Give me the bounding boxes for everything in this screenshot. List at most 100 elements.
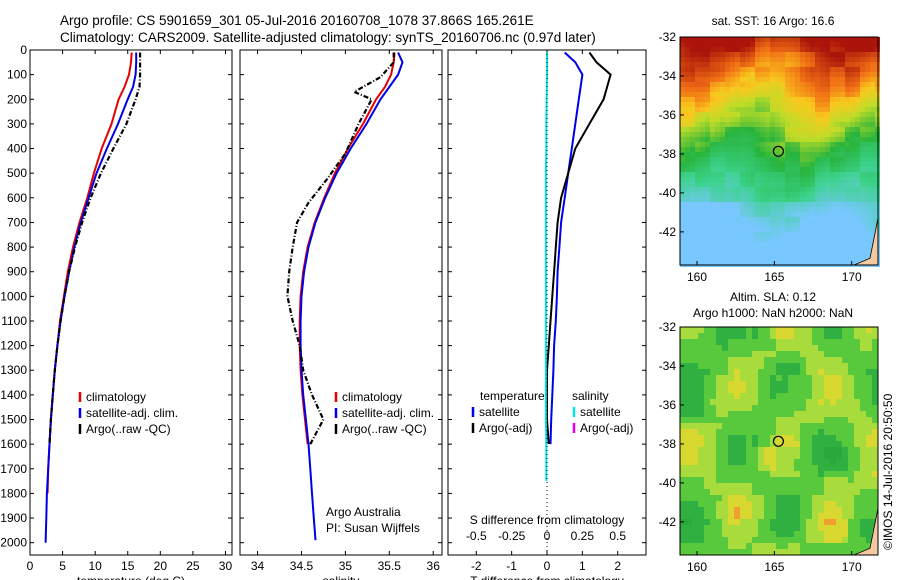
y-tick-label: 1100 xyxy=(1,314,27,328)
x-tick-label: -1 xyxy=(506,559,517,573)
map-y-tick-label: -38 xyxy=(659,437,677,451)
panel-differences: -2 -1 0 1 2T difference from climatology S di… xyxy=(447,49,647,580)
map-y-tick-label: -42 xyxy=(659,515,677,529)
legend-entry: satellite-adj. clim. xyxy=(342,406,434,420)
x-tick-label: 10 xyxy=(88,559,102,573)
series-line-2 xyxy=(544,52,548,482)
y-tick-label: 900 xyxy=(7,265,27,279)
legend-entry: Argo(..raw -QC) xyxy=(342,422,427,436)
panel-salinity: 34 34.5 35 35.5 36 salinity climatology satelli… xyxy=(239,49,443,580)
x-axis-label: T difference from climatology xyxy=(470,574,624,580)
map-frame xyxy=(679,326,879,556)
map-field xyxy=(680,327,878,555)
map-x-tick-label: 160 xyxy=(687,560,707,574)
map-subtitle: Argo h1000: NaN h2000: NaN xyxy=(693,306,853,320)
y-tick-label: 0 xyxy=(20,43,27,57)
legend-entry: Argo(..raw -QC) xyxy=(86,422,171,436)
map-title: sat. SST: 16 Argo: 16.6 xyxy=(712,14,835,28)
profile-location-marker xyxy=(772,145,784,157)
x-tick-label: 0 xyxy=(544,559,551,573)
legend-entry: Argo(-adj) xyxy=(580,421,633,435)
map-frame xyxy=(679,36,879,266)
map-y-tick-label: -32 xyxy=(659,30,677,44)
x-tick-label: 2 xyxy=(614,559,621,573)
x-tick-label: 36 xyxy=(427,559,441,573)
y-tick-label: 1700 xyxy=(0,462,27,476)
map-y-tick-label: -42 xyxy=(659,225,677,239)
y-tick-label: 1800 xyxy=(0,486,27,500)
map-sla: 160 165 170 -32 -34 -36 -38 -40 -42 Altim. SLA: 0… xyxy=(659,290,879,574)
series-line-1 xyxy=(44,52,138,543)
credit-line-1: Argo Australia xyxy=(326,505,401,519)
x-tick-label: 34 xyxy=(251,559,265,573)
series-line-1 xyxy=(546,51,612,445)
series-line-1 xyxy=(299,52,404,541)
legend-salinity-title: salinity xyxy=(572,389,609,403)
y-tick-label: 200 xyxy=(7,92,27,106)
map-field xyxy=(680,37,880,267)
map-x-tick-label: 165 xyxy=(764,560,784,574)
y-tick-label: 2000 xyxy=(0,536,27,550)
x-tick-label: 5 xyxy=(59,559,66,573)
figure-title-line1: Argo profile: CS 5901659_301 05-Jul-2016… xyxy=(60,13,534,28)
y-tick-label: 1000 xyxy=(0,289,27,303)
map-y-tick-label: -40 xyxy=(659,476,677,490)
plot-frame xyxy=(29,49,233,556)
map-x-tick-label: 160 xyxy=(687,270,707,284)
y-tick-label: 1500 xyxy=(0,413,27,427)
x-tick-label: 35.5 xyxy=(378,559,402,573)
figure-title-line2: Climatology: CARS2009. Satellite-adjuste… xyxy=(60,30,596,45)
y-tick-label: 800 xyxy=(7,240,27,254)
legend-entry: Argo(-adj) xyxy=(479,421,532,435)
x-tick-label: 30 xyxy=(219,559,233,573)
y-tick-label: 300 xyxy=(7,117,27,131)
s-tick-label: 0.25 xyxy=(571,529,595,543)
map-y-tick-label: -36 xyxy=(659,398,677,412)
s-tick-label: -0.5 xyxy=(466,529,487,543)
y-tick-label: 1400 xyxy=(0,388,27,402)
map-y-tick-label: -34 xyxy=(659,69,677,83)
panel-temperature: 0100200300400500600700800900100011001200… xyxy=(0,43,233,580)
x-tick-label: 20 xyxy=(154,559,168,573)
profile-location-marker xyxy=(772,435,784,447)
x-tick-label: -2 xyxy=(471,559,482,573)
credit-line-2: PI: Susan Wijffels xyxy=(326,521,420,535)
y-tick-label: 1900 xyxy=(0,511,27,525)
y-tick-label: 1600 xyxy=(0,437,27,451)
map-y-tick-label: -40 xyxy=(659,186,677,200)
y-tick-label: 100 xyxy=(7,68,27,82)
map-x-tick-label: 165 xyxy=(764,270,784,284)
plot-frame xyxy=(239,49,443,556)
x-tick-label: 15 xyxy=(121,559,135,573)
map-y-tick-label: -34 xyxy=(659,359,677,373)
s-tick-label: 0 xyxy=(544,529,551,543)
x-tick-label: 0 xyxy=(27,559,34,573)
y-tick-label: 1200 xyxy=(0,339,27,353)
map-x-tick-label: 170 xyxy=(842,560,862,574)
map-title: Altim. SLA: 0.12 xyxy=(730,290,816,304)
y-tick-label: 1300 xyxy=(0,363,27,377)
x-tick-label: 35 xyxy=(339,559,353,573)
x-tick-label: 1 xyxy=(579,559,586,573)
legend-entry: satellite xyxy=(479,405,520,419)
legend-entry: satellite xyxy=(580,405,621,419)
series-line-2 xyxy=(48,52,142,445)
s-axis-label: S difference from climatology xyxy=(470,513,625,527)
x-tick-label: 34.5 xyxy=(290,559,314,573)
x-tick-label: 25 xyxy=(186,559,200,573)
imos-stamp: ©IMOS 14-Jul-2016 20:50:50 xyxy=(881,393,895,550)
s-tick-label: 0.5 xyxy=(609,529,626,543)
x-axis-label: temperature (deg C) xyxy=(77,574,185,580)
map-y-tick-label: -32 xyxy=(659,320,677,334)
legend-entry: climatology xyxy=(86,390,146,404)
series-line-0 xyxy=(549,51,584,445)
series-line-0 xyxy=(298,52,396,445)
map-x-tick-label: 170 xyxy=(842,270,862,284)
series-line-2 xyxy=(286,52,395,445)
legend-entry: satellite-adj. clim. xyxy=(86,406,178,420)
y-tick-label: 700 xyxy=(7,215,27,229)
y-tick-label: 400 xyxy=(7,142,27,156)
x-axis-label: salinity xyxy=(323,574,360,580)
legend-entry: climatology xyxy=(342,390,402,404)
